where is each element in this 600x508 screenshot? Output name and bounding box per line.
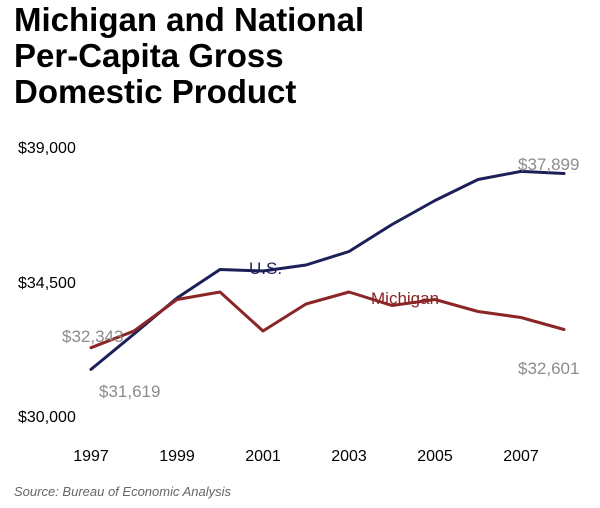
chart-title-line-1: Michigan and National [14, 1, 365, 38]
michigan-start-value-label: $32,343 [62, 327, 123, 346]
x-tick-label-2001: 2001 [245, 448, 281, 465]
y-tick-label-34500: $34,500 [18, 275, 76, 292]
source-note: Source: Bureau of Economic Analysis [14, 484, 232, 499]
x-tick-label-1997: 1997 [73, 448, 109, 465]
chart-title: Michigan and National Per-Capita Gross D… [14, 2, 474, 110]
line-chart: $30,000 $34,500 $39,000 1997 1999 2001 2… [18, 140, 579, 465]
x-tick-label-2005: 2005 [417, 448, 453, 465]
chart-title-line-3: Domestic Product [14, 73, 297, 110]
us-end-value-label: $37,899 [518, 155, 579, 174]
y-tick-label-30000: $30,000 [18, 409, 76, 426]
michigan-series-line [89, 290, 566, 350]
us-start-value-label: $31,619 [99, 382, 160, 401]
chart-title-line-2: Per-Capita Gross [14, 37, 284, 74]
michigan-end-value-label: $32,601 [518, 359, 579, 378]
michigan-series-label: Michigan [371, 289, 439, 308]
x-tick-label-2007: 2007 [503, 448, 539, 465]
x-axis: 1997 1999 2001 2003 2005 2007 [73, 448, 539, 465]
us-series-line [89, 169, 566, 371]
us-series-label: U.S. [249, 259, 282, 278]
y-tick-label-39000: $39,000 [18, 140, 76, 157]
plot-area [89, 169, 566, 371]
x-tick-label-2003: 2003 [331, 448, 367, 465]
y-axis: $30,000 $34,500 $39,000 [18, 140, 76, 426]
x-tick-label-1999: 1999 [159, 448, 195, 465]
